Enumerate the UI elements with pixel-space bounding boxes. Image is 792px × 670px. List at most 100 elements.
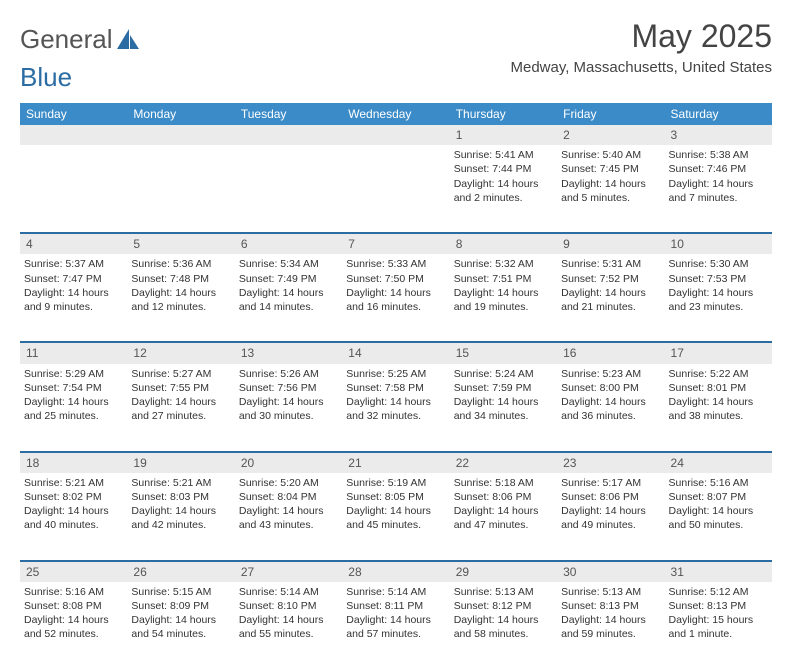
day-detail-cell: Sunrise: 5:29 AMSunset: 7:54 PMDaylight:… bbox=[20, 364, 127, 452]
day-detail-cell: Sunrise: 5:21 AMSunset: 8:03 PMDaylight:… bbox=[127, 473, 234, 561]
day-detail-row: Sunrise: 5:41 AMSunset: 7:44 PMDaylight:… bbox=[20, 145, 772, 233]
day-number-cell bbox=[127, 125, 234, 145]
weekday-header: Friday bbox=[557, 103, 664, 125]
day-detail-cell: Sunrise: 5:33 AMSunset: 7:50 PMDaylight:… bbox=[342, 254, 449, 342]
day-detail-text: Sunrise: 5:21 AMSunset: 8:03 PMDaylight:… bbox=[131, 476, 230, 533]
day-detail-cell: Sunrise: 5:14 AMSunset: 8:10 PMDaylight:… bbox=[235, 582, 342, 670]
day-detail-text: Sunrise: 5:40 AMSunset: 7:45 PMDaylight:… bbox=[561, 148, 660, 205]
day-number-cell: 25 bbox=[20, 561, 127, 582]
day-detail-cell: Sunrise: 5:19 AMSunset: 8:05 PMDaylight:… bbox=[342, 473, 449, 561]
day-detail-cell: Sunrise: 5:32 AMSunset: 7:51 PMDaylight:… bbox=[450, 254, 557, 342]
day-number-cell: 5 bbox=[127, 233, 234, 254]
day-detail-text: Sunrise: 5:16 AMSunset: 8:08 PMDaylight:… bbox=[24, 585, 123, 642]
logo: General bbox=[20, 18, 141, 55]
day-number-cell: 7 bbox=[342, 233, 449, 254]
day-detail-row: Sunrise: 5:16 AMSunset: 8:08 PMDaylight:… bbox=[20, 582, 772, 670]
day-detail-row: Sunrise: 5:21 AMSunset: 8:02 PMDaylight:… bbox=[20, 473, 772, 561]
day-number-cell: 21 bbox=[342, 452, 449, 473]
day-detail-cell bbox=[342, 145, 449, 233]
day-detail-text: Sunrise: 5:24 AMSunset: 7:59 PMDaylight:… bbox=[454, 367, 553, 424]
day-detail-row: Sunrise: 5:37 AMSunset: 7:47 PMDaylight:… bbox=[20, 254, 772, 342]
day-number-cell: 18 bbox=[20, 452, 127, 473]
title-block: May 2025 Medway, Massachusetts, United S… bbox=[510, 18, 772, 76]
day-number-cell: 26 bbox=[127, 561, 234, 582]
day-detail-text: Sunrise: 5:33 AMSunset: 7:50 PMDaylight:… bbox=[346, 257, 445, 314]
day-number-cell: 12 bbox=[127, 342, 234, 363]
day-detail-text: Sunrise: 5:13 AMSunset: 8:12 PMDaylight:… bbox=[454, 585, 553, 642]
day-detail-text: Sunrise: 5:18 AMSunset: 8:06 PMDaylight:… bbox=[454, 476, 553, 533]
day-detail-cell: Sunrise: 5:21 AMSunset: 8:02 PMDaylight:… bbox=[20, 473, 127, 561]
day-detail-cell bbox=[20, 145, 127, 233]
weekday-header: Monday bbox=[127, 103, 234, 125]
day-number-cell bbox=[235, 125, 342, 145]
day-number-cell: 13 bbox=[235, 342, 342, 363]
day-detail-text: Sunrise: 5:14 AMSunset: 8:10 PMDaylight:… bbox=[239, 585, 338, 642]
day-number-cell: 3 bbox=[665, 125, 772, 145]
day-detail-cell: Sunrise: 5:24 AMSunset: 7:59 PMDaylight:… bbox=[450, 364, 557, 452]
day-number-cell: 22 bbox=[450, 452, 557, 473]
day-detail-cell: Sunrise: 5:16 AMSunset: 8:07 PMDaylight:… bbox=[665, 473, 772, 561]
day-detail-cell: Sunrise: 5:12 AMSunset: 8:13 PMDaylight:… bbox=[665, 582, 772, 670]
day-detail-text: Sunrise: 5:15 AMSunset: 8:09 PMDaylight:… bbox=[131, 585, 230, 642]
day-detail-text: Sunrise: 5:21 AMSunset: 8:02 PMDaylight:… bbox=[24, 476, 123, 533]
logo-text-2: Blue bbox=[20, 62, 72, 93]
day-detail-text: Sunrise: 5:25 AMSunset: 7:58 PMDaylight:… bbox=[346, 367, 445, 424]
day-detail-text: Sunrise: 5:13 AMSunset: 8:13 PMDaylight:… bbox=[561, 585, 660, 642]
day-detail-cell: Sunrise: 5:27 AMSunset: 7:55 PMDaylight:… bbox=[127, 364, 234, 452]
day-number-cell: 27 bbox=[235, 561, 342, 582]
day-detail-cell: Sunrise: 5:13 AMSunset: 8:12 PMDaylight:… bbox=[450, 582, 557, 670]
day-number-row: 25262728293031 bbox=[20, 561, 772, 582]
calendar-table: SundayMondayTuesdayWednesdayThursdayFrid… bbox=[20, 103, 772, 670]
weekday-header: Wednesday bbox=[342, 103, 449, 125]
day-number-cell: 19 bbox=[127, 452, 234, 473]
day-detail-cell bbox=[127, 145, 234, 233]
day-number-cell: 30 bbox=[557, 561, 664, 582]
day-number-cell: 28 bbox=[342, 561, 449, 582]
day-number-row: 18192021222324 bbox=[20, 452, 772, 473]
logo-sail-icon bbox=[117, 29, 139, 49]
day-detail-text: Sunrise: 5:36 AMSunset: 7:48 PMDaylight:… bbox=[131, 257, 230, 314]
day-number-cell: 20 bbox=[235, 452, 342, 473]
day-detail-cell: Sunrise: 5:30 AMSunset: 7:53 PMDaylight:… bbox=[665, 254, 772, 342]
day-number-cell: 11 bbox=[20, 342, 127, 363]
day-detail-text: Sunrise: 5:29 AMSunset: 7:54 PMDaylight:… bbox=[24, 367, 123, 424]
day-detail-text: Sunrise: 5:32 AMSunset: 7:51 PMDaylight:… bbox=[454, 257, 553, 314]
day-detail-cell: Sunrise: 5:41 AMSunset: 7:44 PMDaylight:… bbox=[450, 145, 557, 233]
day-detail-cell: Sunrise: 5:22 AMSunset: 8:01 PMDaylight:… bbox=[665, 364, 772, 452]
day-detail-text: Sunrise: 5:37 AMSunset: 7:47 PMDaylight:… bbox=[24, 257, 123, 314]
day-number-cell: 9 bbox=[557, 233, 664, 254]
day-number-cell: 16 bbox=[557, 342, 664, 363]
day-detail-text: Sunrise: 5:26 AMSunset: 7:56 PMDaylight:… bbox=[239, 367, 338, 424]
day-number-cell: 31 bbox=[665, 561, 772, 582]
day-detail-text: Sunrise: 5:41 AMSunset: 7:44 PMDaylight:… bbox=[454, 148, 553, 205]
day-number-cell: 14 bbox=[342, 342, 449, 363]
day-detail-text: Sunrise: 5:20 AMSunset: 8:04 PMDaylight:… bbox=[239, 476, 338, 533]
day-detail-text: Sunrise: 5:19 AMSunset: 8:05 PMDaylight:… bbox=[346, 476, 445, 533]
day-detail-cell: Sunrise: 5:20 AMSunset: 8:04 PMDaylight:… bbox=[235, 473, 342, 561]
logo-text-1: General bbox=[20, 24, 113, 55]
day-detail-cell: Sunrise: 5:31 AMSunset: 7:52 PMDaylight:… bbox=[557, 254, 664, 342]
day-number-row: 45678910 bbox=[20, 233, 772, 254]
day-number-cell: 2 bbox=[557, 125, 664, 145]
day-detail-cell: Sunrise: 5:36 AMSunset: 7:48 PMDaylight:… bbox=[127, 254, 234, 342]
day-detail-row: Sunrise: 5:29 AMSunset: 7:54 PMDaylight:… bbox=[20, 364, 772, 452]
day-detail-cell: Sunrise: 5:40 AMSunset: 7:45 PMDaylight:… bbox=[557, 145, 664, 233]
day-detail-cell: Sunrise: 5:14 AMSunset: 8:11 PMDaylight:… bbox=[342, 582, 449, 670]
day-detail-cell: Sunrise: 5:26 AMSunset: 7:56 PMDaylight:… bbox=[235, 364, 342, 452]
day-detail-text: Sunrise: 5:12 AMSunset: 8:13 PMDaylight:… bbox=[669, 585, 768, 642]
day-number-cell: 6 bbox=[235, 233, 342, 254]
day-number-cell: 24 bbox=[665, 452, 772, 473]
day-detail-cell: Sunrise: 5:13 AMSunset: 8:13 PMDaylight:… bbox=[557, 582, 664, 670]
day-number-cell: 1 bbox=[450, 125, 557, 145]
day-detail-text: Sunrise: 5:31 AMSunset: 7:52 PMDaylight:… bbox=[561, 257, 660, 314]
calendar-head: SundayMondayTuesdayWednesdayThursdayFrid… bbox=[20, 103, 772, 125]
day-detail-text: Sunrise: 5:27 AMSunset: 7:55 PMDaylight:… bbox=[131, 367, 230, 424]
day-detail-text: Sunrise: 5:22 AMSunset: 8:01 PMDaylight:… bbox=[669, 367, 768, 424]
day-detail-cell: Sunrise: 5:38 AMSunset: 7:46 PMDaylight:… bbox=[665, 145, 772, 233]
day-number-cell bbox=[342, 125, 449, 145]
day-number-row: 11121314151617 bbox=[20, 342, 772, 363]
day-detail-cell: Sunrise: 5:23 AMSunset: 8:00 PMDaylight:… bbox=[557, 364, 664, 452]
day-number-cell: 8 bbox=[450, 233, 557, 254]
day-detail-cell bbox=[235, 145, 342, 233]
month-title: May 2025 bbox=[510, 18, 772, 55]
